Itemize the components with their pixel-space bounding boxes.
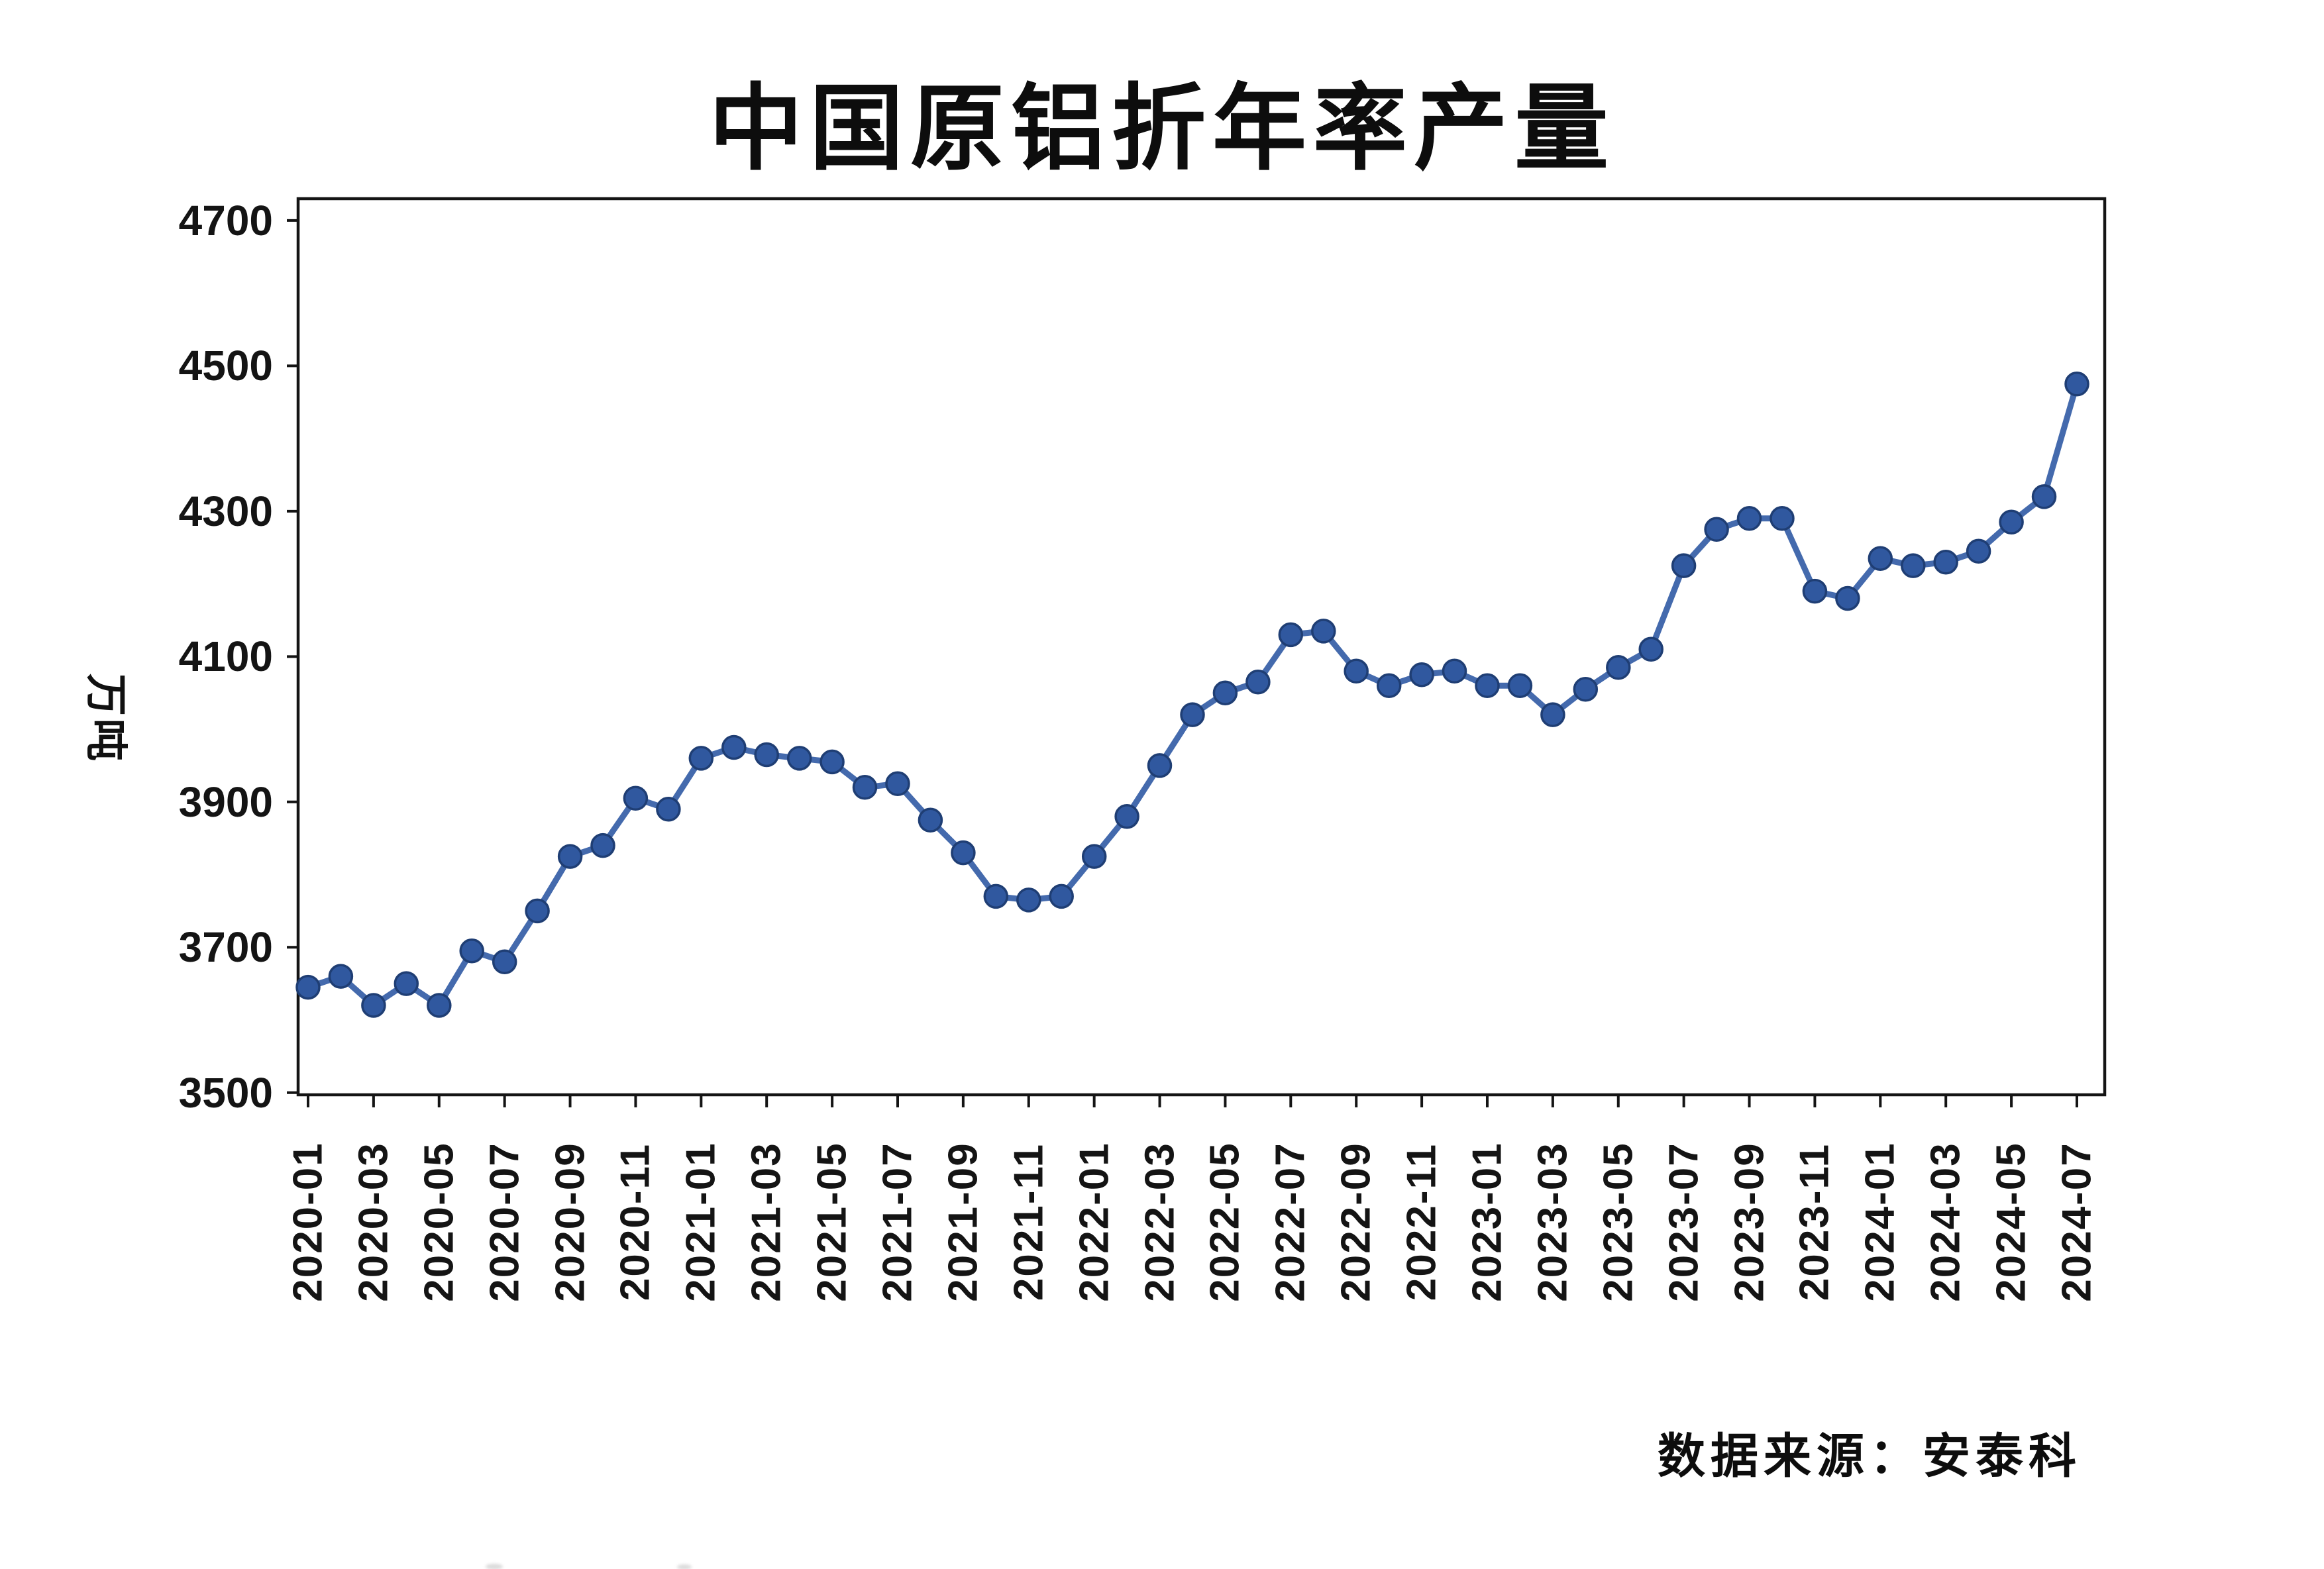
x-tick-label: 2021-09 — [940, 1142, 986, 1302]
y-tick-label: 3500 — [178, 1068, 273, 1117]
x-tick-label: 2023-09 — [1726, 1142, 1773, 1302]
data-point — [1016, 887, 1041, 913]
data-point — [1114, 803, 1139, 829]
data-point — [1278, 622, 1304, 648]
data-point — [1638, 636, 1664, 662]
x-tick-label: 2020-03 — [350, 1142, 397, 1302]
x-tick-label: 2021-01 — [678, 1142, 724, 1302]
x-tick-label: 2023-03 — [1530, 1142, 1576, 1302]
data-point — [1769, 506, 1795, 531]
x-tick-label: 2024-05 — [1988, 1142, 2034, 1302]
x-tick-label: 2023-01 — [1464, 1142, 1510, 1302]
plot-border — [296, 197, 2107, 1097]
data-point — [2031, 484, 2057, 509]
chart-title: 中国原铝折年率产量 — [709, 76, 1615, 181]
x-tick-label: 2020-11 — [612, 1142, 659, 1301]
data-point — [1311, 619, 1336, 644]
data-point — [656, 797, 681, 822]
y-tick-label: 3700 — [178, 923, 273, 972]
data-source-note: 数据来源：安泰科 — [1657, 1430, 2082, 1484]
data-point — [295, 974, 321, 1000]
data-point — [557, 844, 583, 869]
data-point — [1999, 509, 2024, 535]
data-point — [983, 884, 1009, 909]
x-tick-label: 2022-07 — [1267, 1142, 1314, 1302]
data-point — [885, 771, 910, 797]
data-point — [688, 746, 714, 771]
x-tick-label: 2022-09 — [1333, 1142, 1379, 1302]
data-point — [754, 742, 779, 768]
x-tick-label: 2024-07 — [2054, 1142, 2100, 1302]
scan-artifact — [677, 1564, 692, 1569]
data-point — [525, 898, 550, 924]
data-point — [1180, 702, 1205, 727]
data-point — [1409, 662, 1434, 687]
data-point — [1344, 658, 1369, 684]
data-point — [951, 840, 976, 866]
data-point — [1802, 578, 1828, 604]
y-tick-label: 4100 — [178, 633, 273, 681]
x-tick-label: 2021-05 — [809, 1142, 855, 1302]
data-point — [427, 993, 452, 1018]
data-point — [1376, 673, 1402, 698]
x-tick-label: 2022-03 — [1137, 1142, 1183, 1302]
x-tick-label: 2023-05 — [1595, 1142, 1642, 1302]
data-point — [1212, 680, 1238, 705]
y-tick-label: 4700 — [178, 196, 273, 244]
data-point — [721, 734, 747, 760]
data-point — [1540, 702, 1565, 727]
x-tick-label: 2020-05 — [416, 1142, 462, 1302]
data-point — [492, 949, 517, 974]
data-point — [1475, 673, 1500, 698]
x-tick-label: 2022-05 — [1202, 1142, 1248, 1302]
x-tick-label: 2021-07 — [874, 1142, 921, 1302]
data-point — [786, 746, 812, 771]
x-tick-label: 2022-11 — [1399, 1142, 1445, 1301]
y-tick-label: 4500 — [178, 342, 273, 390]
data-point — [1868, 546, 1893, 571]
data-point — [1573, 676, 1599, 702]
data-point — [1901, 553, 1926, 578]
data-point — [1933, 549, 1958, 575]
x-tick-label: 2020-09 — [547, 1142, 594, 1302]
data-point — [1704, 517, 1729, 542]
data-point — [1835, 585, 1860, 611]
data-point — [1081, 844, 1107, 869]
x-tick-label: 2020-07 — [482, 1142, 528, 1302]
y-tick-label: 3900 — [178, 778, 273, 826]
data-point — [1966, 538, 1991, 564]
data-point — [1049, 884, 1074, 909]
x-tick-label: 2023-11 — [1791, 1142, 1838, 1301]
data-point — [623, 785, 649, 811]
scan-artifact — [486, 1564, 503, 1569]
y-tick-label: 4300 — [178, 487, 273, 535]
x-tick-label: 2024-01 — [1857, 1142, 1903, 1302]
data-point — [590, 833, 615, 858]
x-tick-label: 2023-07 — [1661, 1142, 1707, 1302]
data-point — [394, 971, 419, 996]
data-point — [1147, 753, 1173, 778]
data-point — [328, 964, 354, 989]
data-point — [1507, 673, 1533, 698]
data-point — [1736, 506, 1762, 531]
x-tick-label: 2021-03 — [743, 1142, 790, 1302]
data-point — [852, 775, 878, 800]
x-tick-label: 2024-03 — [1923, 1142, 1969, 1302]
data-point — [1606, 655, 1631, 680]
data-point — [1245, 669, 1271, 695]
data-point — [2064, 372, 2089, 397]
data-point — [459, 938, 484, 964]
data-point — [1442, 658, 1467, 684]
data-point — [1671, 553, 1697, 578]
data-line — [305, 381, 2080, 1009]
x-tick-label: 2020-01 — [285, 1142, 331, 1302]
data-point — [361, 993, 386, 1018]
data-point — [819, 749, 845, 775]
data-point — [918, 807, 943, 833]
x-tick-label: 2021-11 — [1006, 1142, 1052, 1301]
x-tick-label: 2022-01 — [1071, 1142, 1118, 1302]
